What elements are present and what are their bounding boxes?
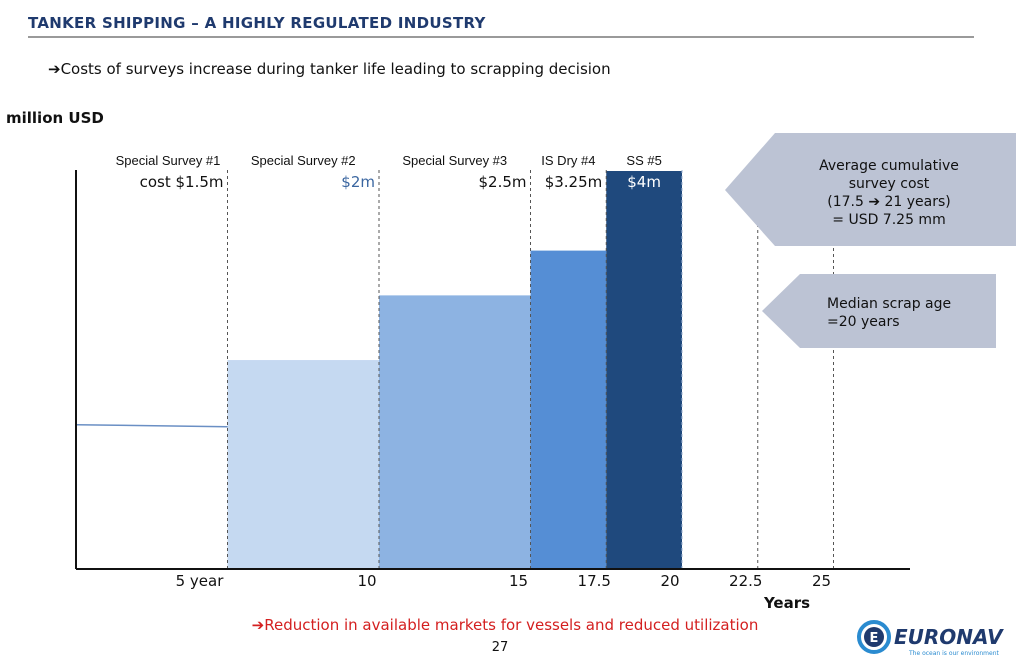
logo-wordmark: EURONAV [894,625,1004,649]
euronav-logo: E EURONAV The ocean is our environment [857,620,1004,657]
callout-average-cost-text: Average cumulative [819,158,959,174]
survey-name-1: Special Survey #1 [116,153,221,168]
callout-average-cost-text: survey cost [849,176,930,192]
callouts-layer: Average cumulative survey cost (17.5 ➔ 21 … [725,133,1016,348]
arrow-right-icon: ➔ [48,60,61,78]
survey-cost-4: $3.25m [545,173,603,191]
logo-letter-icon: E [870,631,879,646]
x-tick-label: 25 [812,572,831,590]
dashed-lines-layer [227,170,834,569]
survey-name-3: Special Survey #3 [402,153,507,168]
survey-name-5: SS #5 [626,153,661,168]
subtitle-text: Costs of surveys increase during tanker … [60,60,611,78]
cost-bar-4 [530,250,607,569]
logo-core-icon [864,627,884,647]
cost-line-segment-1 [75,423,228,428]
callout-average-cost-text: = USD 7.25 mm [832,212,945,228]
x-axis-label: Years [763,594,810,612]
x-tick-label: 5 year [176,572,225,590]
footer-note-text: Reduction in available markets for vesse… [264,616,759,634]
x-tick-label: 22.5 [729,572,762,590]
page-subtitle: ➔Costs of surveys increase during tanker… [48,60,611,78]
callout-median-scrap-text: =20 years [827,314,900,330]
x-tick-label: 10 [357,572,376,590]
arrow-right-icon: ➔ [251,616,265,634]
callout-median-scrap-text: Median scrap age [827,296,951,312]
x-tick-label: 20 [660,572,679,590]
cost-bar-2 [227,360,379,569]
cost-bar-5 [606,171,682,569]
footer-note: ➔Reduction in available markets for vess… [0,616,1010,634]
cost-bar-3 [379,295,531,569]
logo-ring-icon [857,620,891,654]
survey-name-2: Special Survey #2 [251,153,356,168]
x-tick-label: 15 [509,572,528,590]
callout-median-scrap-box [762,274,996,348]
page-title: TANKER SHIPPING – A HIGHLY REGULATED IND… [28,14,486,32]
page-number: 27 [491,640,509,655]
bars-layer [75,171,682,569]
survey-labels-layer: Special Survey #1 cost $1.5m Special Surve… [116,153,662,191]
axes-layer [75,170,910,570]
x-tick-labels: 5 year 10 15 17.5 20 22.5 25 [176,572,831,590]
survey-cost-1: cost $1.5m [140,173,224,191]
callout-average-cost-box [725,133,1016,246]
logo-tagline: The ocean is our environment [908,650,1000,657]
title-divider [28,36,974,38]
survey-name-4: IS Dry #4 [541,153,595,168]
survey-cost-5: $4m [627,173,661,191]
y-axis-unit-label: million USD [6,109,104,127]
x-tick-label: 17.5 [578,572,611,590]
survey-cost-2: $2m [341,173,375,191]
callout-average-cost-text: (17.5 ➔ 21 years) [827,194,951,210]
survey-cost-3: $2.5m [478,173,526,191]
